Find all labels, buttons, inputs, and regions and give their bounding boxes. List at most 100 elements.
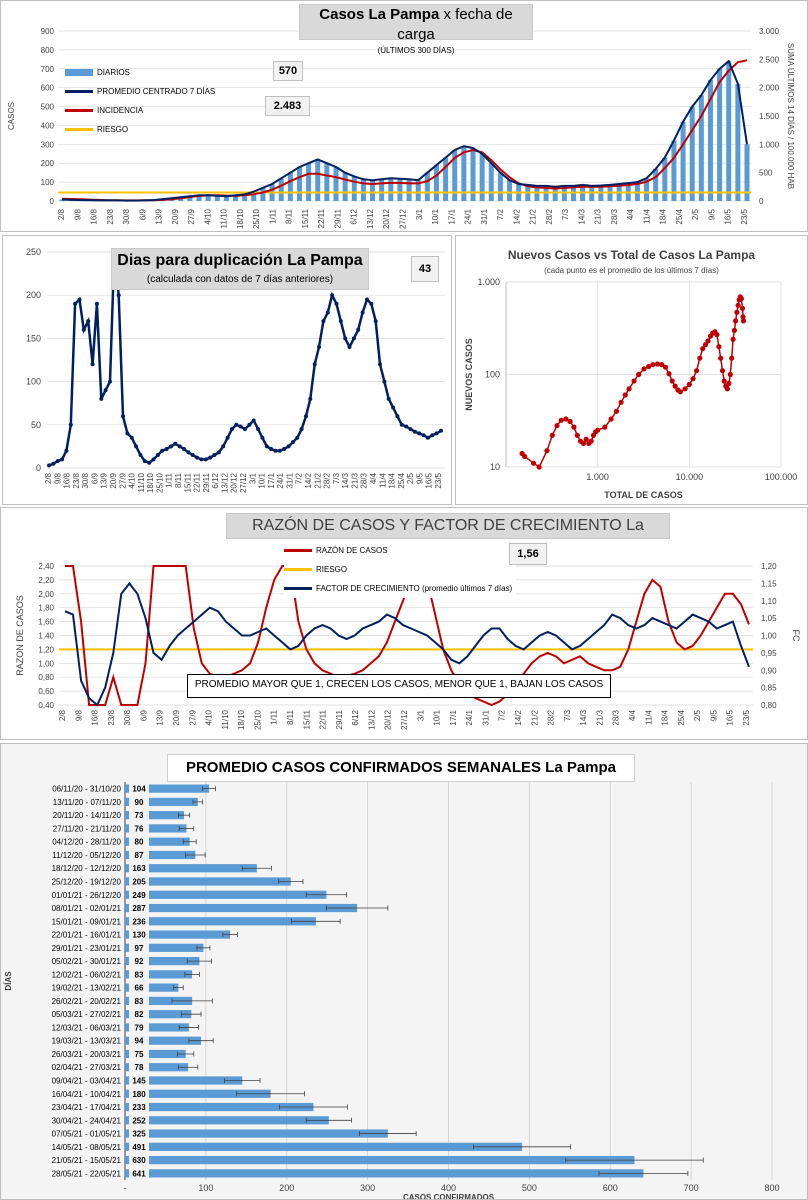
daily-bar (644, 178, 650, 201)
weekly-bar (125, 1155, 635, 1165)
value-label-bg (129, 863, 149, 874)
x-tick-label: 31/1 (481, 709, 490, 725)
x-tick-label: 100 (198, 1183, 213, 1193)
weekly-average-title-box: PROMEDIO CASOS CONFIRMADOS SEMANALES La … (167, 754, 635, 782)
scatter-point (730, 336, 736, 342)
value-label-bg (129, 1088, 149, 1099)
doubling-days-point (369, 301, 374, 306)
y2-tick-label: 1.500 (759, 112, 780, 121)
category-label: 15/01/21 - 09/01/21 (52, 917, 122, 926)
value-label: 75 (135, 1050, 144, 1059)
weekly-bar (125, 996, 193, 1006)
doubling-days-point (60, 457, 65, 462)
x-tick-label: 14/3 (577, 208, 586, 224)
value-label: 641 (132, 1169, 146, 1178)
weekly-bar (125, 1036, 202, 1045)
scatter-point (580, 440, 587, 446)
daily-bar (251, 191, 257, 201)
y-tick-label: 1,00 (38, 659, 54, 668)
x-tick-label: 7/3 (563, 709, 572, 721)
doubling-days-point (216, 450, 221, 455)
doubling-days-point (312, 362, 317, 367)
weekly-bar (125, 864, 257, 873)
daily-bar (707, 80, 713, 201)
weekly-bar (125, 970, 193, 979)
x-tick-label: 28/3 (360, 472, 369, 488)
y2-tick-label: 500 (759, 169, 773, 178)
x-tick-label: 13/9 (155, 208, 164, 224)
doubling-days-point (325, 310, 330, 315)
legend-growth: FACTOR DE CRECIMIENTO (promedio últimos … (284, 579, 512, 598)
x-tick-label: 23/5 (740, 208, 749, 224)
weekly-bar (125, 784, 210, 793)
doubling-days-point (356, 327, 361, 332)
x-tick-label: 8/11 (286, 709, 295, 725)
x-tick-label: 20/12 (382, 208, 391, 229)
scatter-point (686, 381, 692, 388)
y-tick-label: 1.000 (477, 277, 500, 287)
doubling-days-point (169, 444, 173, 449)
doubling-days-plot: 0 50 100 150 200 250 2/8 9/8 16/8 23/8 30/8 6/9 13/9… (26, 247, 445, 493)
x-tick-label: 11/10 (137, 472, 146, 492)
scatter-point (531, 460, 537, 466)
legend-avg: PROMEDIO CENTRADO 7 DÍAS (65, 82, 215, 101)
doubling-days-point (382, 379, 387, 384)
x-tick-label: 28/3 (612, 709, 621, 725)
doubling-days-callout: 43 (411, 256, 439, 282)
scatter-point (672, 383, 678, 389)
x-tick-label: 22/11 (319, 709, 328, 729)
category-label: 26/02/21 - 20/02/21 (52, 997, 122, 1006)
x-tick-label: 25/10 (253, 709, 262, 730)
scatter-point (641, 366, 647, 372)
y-tick-label: 1,40 (38, 632, 54, 641)
value-label-bg (129, 1141, 149, 1152)
x-tick-label: 29/11 (335, 709, 344, 729)
value-label-bg (129, 942, 149, 953)
x-tick-label: 21/2 (529, 208, 538, 224)
new-vs-total-subtitle: (cada punto es el promedio de los último… (544, 266, 719, 275)
doubling-days-point (64, 448, 69, 453)
value-label-bg (129, 783, 149, 794)
x-tick-label: 1.000 (586, 472, 609, 482)
x-tick-label: 2/5 (691, 208, 700, 220)
x-tick-label: 22/11 (193, 472, 202, 492)
scatter-point (583, 436, 589, 442)
growth-factor-line (64, 581, 750, 707)
scatter-point (595, 427, 601, 433)
x-tick-label: 20/12 (384, 709, 393, 730)
y2-axis-label: SUMA ÚLTIMOS 14 DÍAS / 100.000 HAB (786, 43, 795, 189)
x-tick-label: 31/1 (480, 208, 489, 224)
value-label-bg (129, 889, 149, 900)
x-tick-label: 28/2 (545, 208, 554, 224)
scatter-point (702, 342, 709, 348)
daily-bar (351, 176, 357, 201)
y2-tick-label: 2.000 (759, 84, 780, 93)
category-label: 02/04/21 - 27/03/21 (52, 1063, 122, 1072)
x-tick-label: 1/11 (165, 472, 174, 488)
doubling-days-point (47, 463, 51, 468)
daily-bar (278, 178, 284, 201)
y-tick-label: 50 (31, 420, 41, 430)
x-tick-label: 16/8 (90, 208, 99, 224)
x-tick-label: 27/9 (118, 472, 127, 488)
legend-avg-label: PROMEDIO CENTRADO 7 DÍAS (97, 87, 216, 96)
doubling-days-point (351, 336, 356, 341)
x-tick-label: 2/8 (58, 709, 67, 721)
daily-cases-title-bold: Casos La Pampa (319, 6, 440, 23)
ratio-growth-note: PROMEDIO MAYOR QUE 1, CRECEN LOS CASOS, … (187, 674, 611, 698)
scatter-point (666, 371, 672, 377)
value-label: 83 (135, 997, 144, 1006)
x-tick-label: 13/12 (367, 709, 376, 730)
scatter-point (727, 371, 733, 378)
doubling-days-point (408, 427, 413, 432)
value-label: 79 (135, 1023, 144, 1032)
x-tick-label: 16/8 (63, 472, 72, 488)
value-label-bg (129, 1115, 149, 1126)
doubling-days-point (260, 435, 265, 440)
scatter-point (558, 417, 564, 423)
x-tick-label: 24/1 (465, 709, 474, 725)
x-tick-label: 27/9 (187, 208, 196, 224)
x-tick-label: 21/2 (530, 709, 539, 725)
doubling-days-point (304, 414, 308, 419)
y-tick-label: 200 (41, 159, 55, 168)
